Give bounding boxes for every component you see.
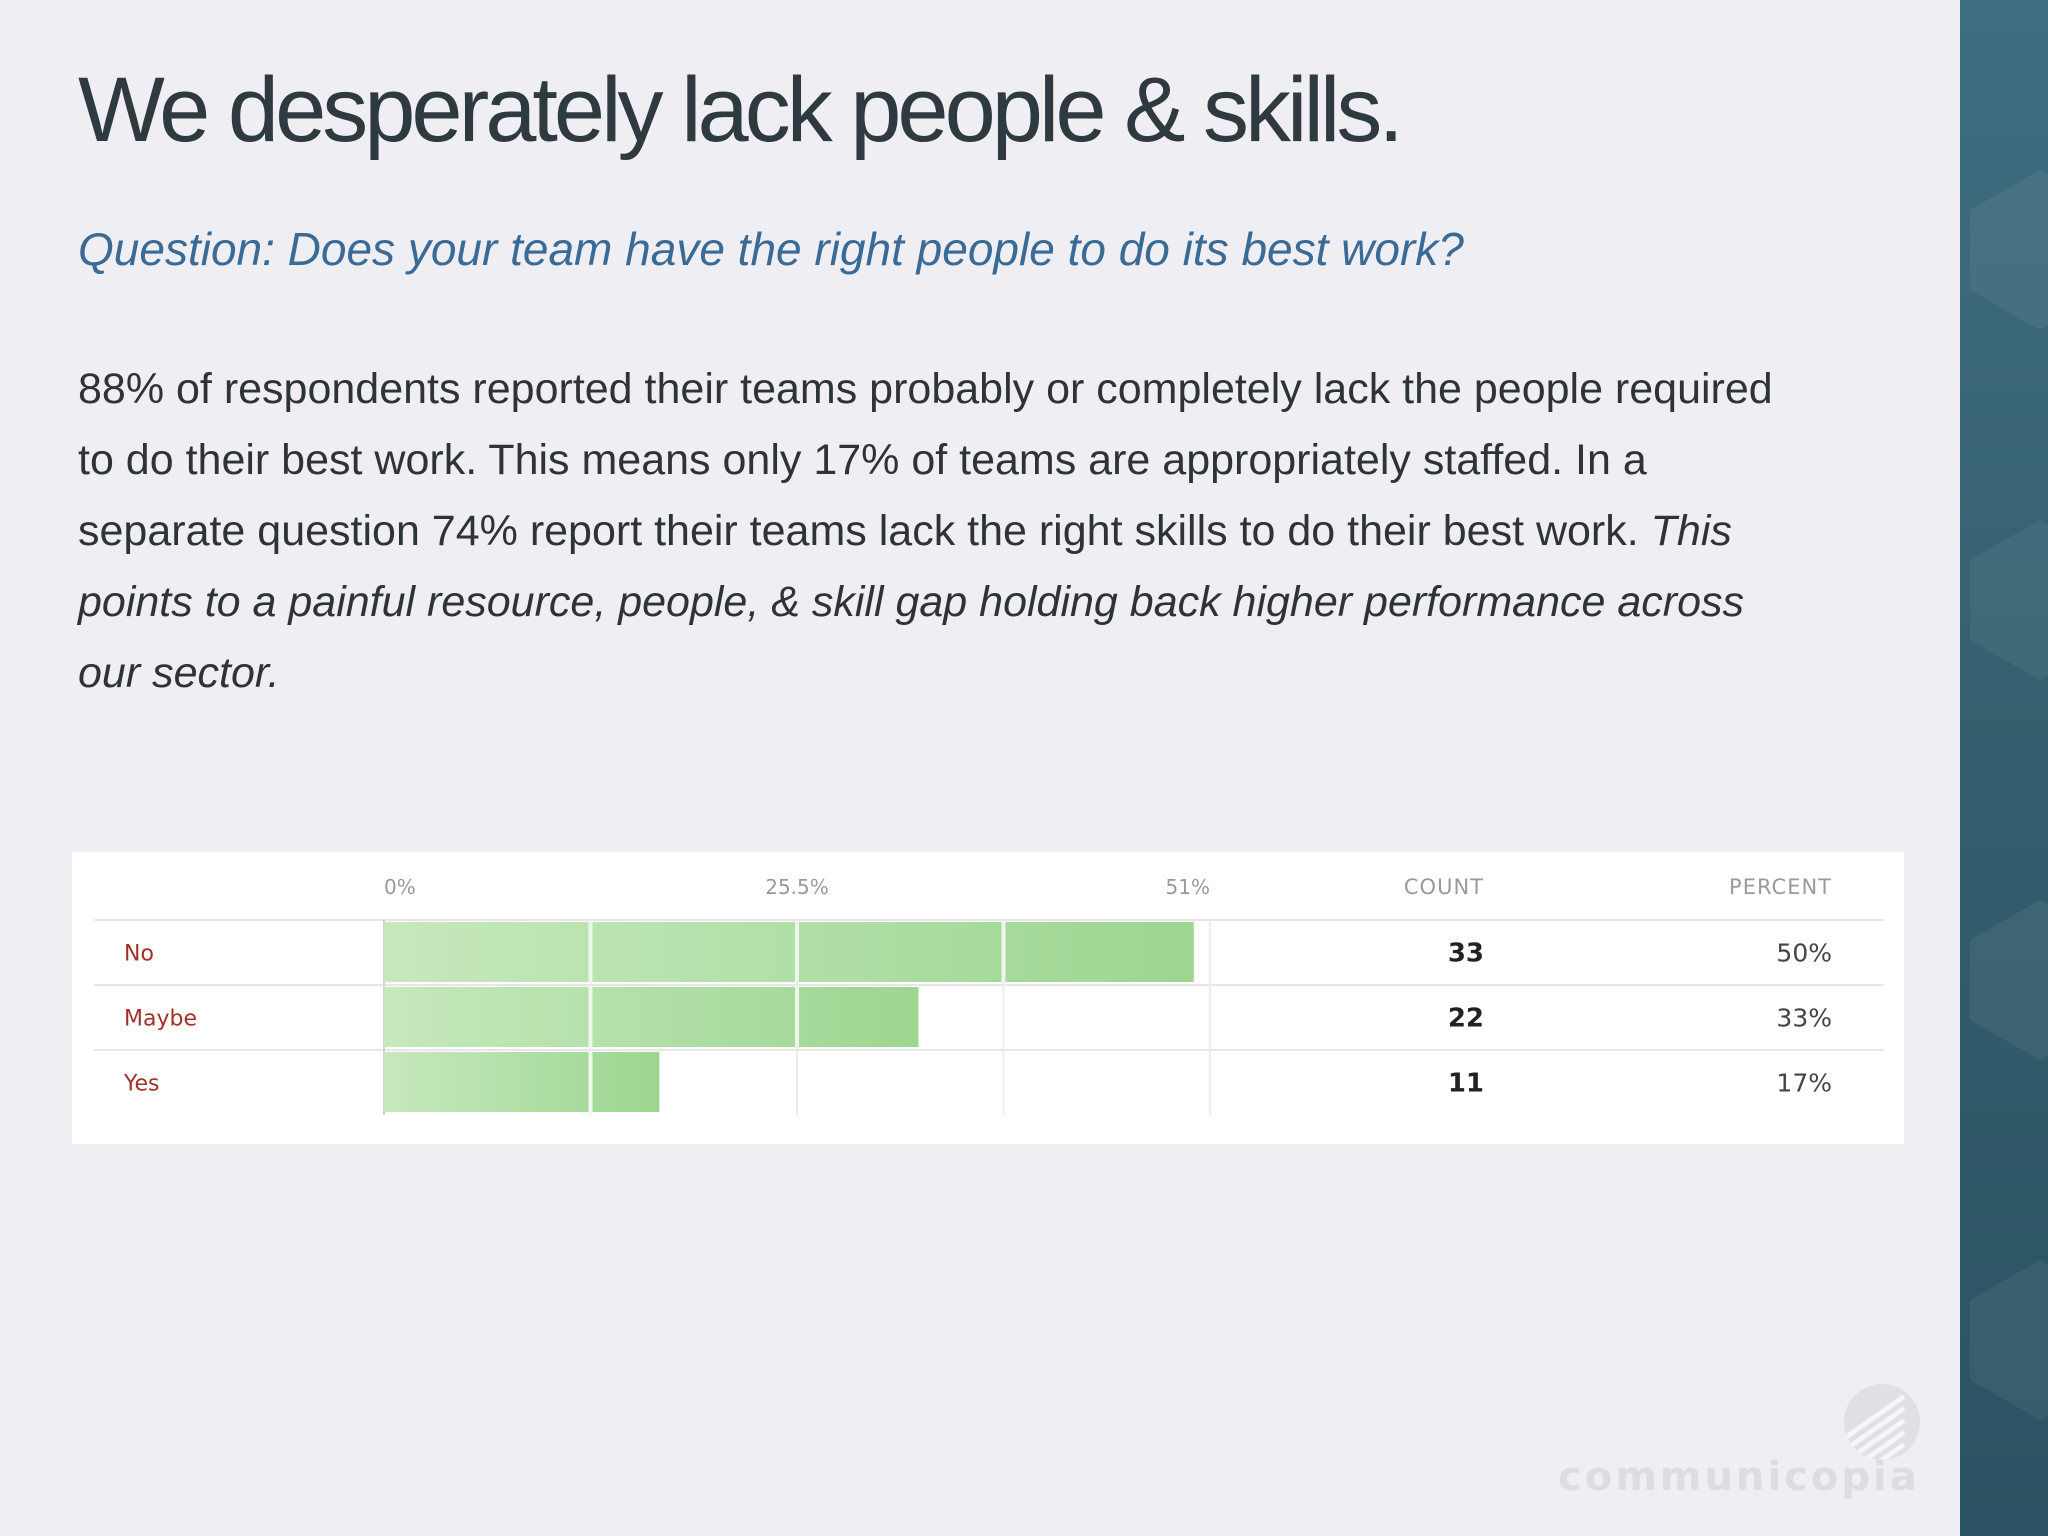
count-value: 11 bbox=[1448, 1069, 1484, 1099]
category-label: Maybe bbox=[124, 1007, 197, 1032]
percent-value: 33% bbox=[1776, 1004, 1832, 1033]
body-paragraph: 88% of respondents reported their teams … bbox=[78, 354, 1798, 709]
logo-mark-icon bbox=[1844, 1384, 1920, 1460]
percent-value: 50% bbox=[1776, 939, 1832, 968]
percent-value: 17% bbox=[1776, 1069, 1832, 1098]
results-chart: 0% 25.5% 51% COUNT PERCENT No 33 50% Maybe 22 33% Y… bbox=[72, 852, 1904, 1144]
bar bbox=[384, 1052, 660, 1112]
category-label: No bbox=[124, 942, 154, 967]
body-text-italic: This points to a painful resource, peopl… bbox=[78, 507, 1745, 697]
logo-text: communicopia bbox=[1558, 1454, 1920, 1500]
bar bbox=[384, 922, 1194, 982]
x-tick-label: 25.5% bbox=[765, 875, 829, 899]
x-tick-label: 51% bbox=[1166, 875, 1210, 899]
percent-column-header: PERCENT bbox=[1729, 875, 1832, 899]
body-text-plain: 88% of respondents reported their teams … bbox=[78, 365, 1773, 555]
bar-chart: 0% 25.5% 51% COUNT PERCENT No 33 50% Maybe 22 33% Y… bbox=[94, 875, 1884, 1115]
category-label: Yes bbox=[123, 1072, 160, 1097]
side-panel bbox=[1960, 0, 2048, 1536]
bar bbox=[384, 987, 919, 1047]
count-value: 22 bbox=[1448, 1004, 1484, 1034]
side-panel-pattern bbox=[1970, 1260, 2048, 1420]
side-panel-pattern bbox=[1970, 520, 2048, 680]
count-value: 33 bbox=[1448, 939, 1484, 969]
communicopia-logo: communicopia bbox=[1558, 1380, 1928, 1510]
slide-title: We desperately lack people & skills. bbox=[78, 59, 1404, 161]
survey-question: Question: Does your team have the right … bbox=[78, 223, 1464, 275]
x-tick-label: 0% bbox=[384, 875, 416, 899]
side-panel-pattern bbox=[1970, 900, 2048, 1060]
side-panel-pattern bbox=[1970, 170, 2048, 330]
count-column-header: COUNT bbox=[1404, 875, 1484, 899]
